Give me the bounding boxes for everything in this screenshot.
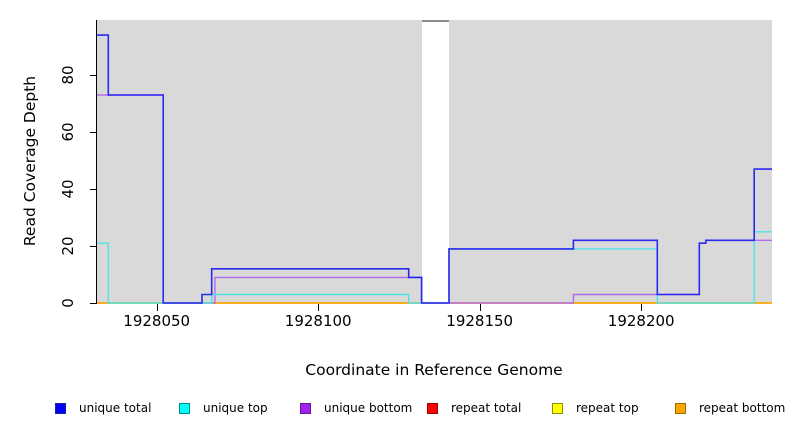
legend-item-repeat-top: repeat top [552,398,639,418]
legend-item-repeat-bottom: repeat bottom [675,398,785,418]
legend-item-label: unique total [79,401,152,415]
y-axis-line [96,20,97,304]
series-line-unique-total [97,34,772,304]
x-tick-label: 1928200 [607,312,675,330]
legend-swatch-icon [300,402,311,414]
y-tick-label: 80 [59,65,77,85]
x-tick-label: 1928150 [446,312,514,330]
x-axis-tick [641,304,643,311]
legend-item-label: repeat total [451,401,522,415]
series-line-unique-bottom [97,94,772,304]
legend-item-unique-total: unique total [55,398,151,418]
y-axis-tick [90,246,96,247]
x-axis-title: Coordinate in Reference Genome [305,361,563,379]
x-axis-tick [479,304,481,311]
legend-item-label: repeat top [576,401,639,415]
y-axis-tick [90,303,96,304]
plot-top-border-segment [421,20,450,22]
legend-swatch-icon [675,402,686,414]
y-axis-title: Read Coverage Depth [21,75,39,247]
x-tick-label: 1928100 [284,312,352,330]
legend-item-label: unique bottom [324,401,413,415]
legend-item-unique-bottom: unique bottom [300,398,412,418]
x-axis-tick [156,304,158,311]
legend-item-label: unique top [203,401,268,415]
y-tick-label: 40 [59,179,77,199]
x-tick-label: 1928050 [123,312,191,330]
x-axis-tick [318,304,320,311]
legend-swatch-icon [179,402,190,414]
y-axis-tick [90,189,96,190]
legend-item-unique-top: unique top [179,398,268,418]
no-data-gap-band [421,20,450,303]
legend-item-repeat-total: repeat total [427,398,521,418]
legend: unique total unique top unique bottom repea… [0,398,792,422]
plot-area [97,20,772,304]
legend-swatch-icon [55,402,66,414]
series-line-unique-top [97,231,772,304]
y-axis-tick [90,75,96,76]
y-axis-tick [90,132,96,133]
y-tick-label: 20 [59,236,77,256]
coverage-lines-canvas [97,34,772,304]
legend-swatch-icon [552,402,563,414]
legend-item-label: repeat bottom [699,401,786,415]
y-tick-label: 60 [59,122,77,142]
y-tick-label: 0 [59,298,77,308]
legend-swatch-icon [427,402,438,414]
